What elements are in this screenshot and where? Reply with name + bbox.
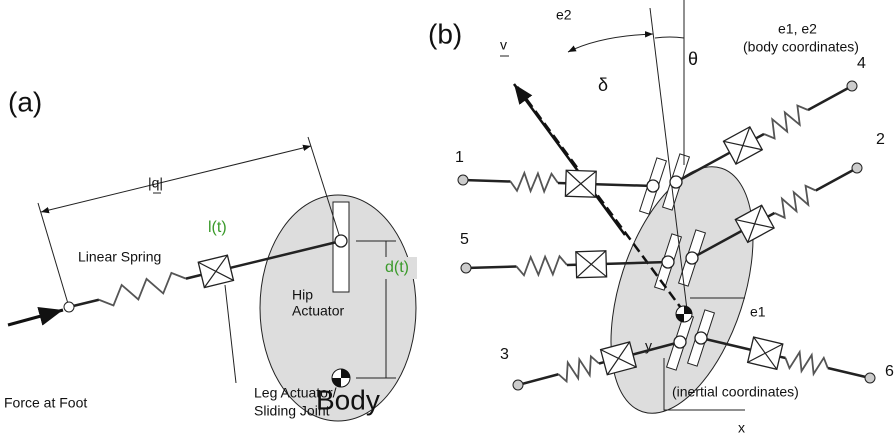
actuator-box: [197, 254, 235, 289]
v-label: v: [500, 37, 507, 53]
force-arrow: [7, 307, 64, 327]
leg-segment: [700, 336, 751, 351]
box-cross: [575, 250, 607, 279]
leg-segment: [465, 265, 517, 270]
spring: [774, 184, 817, 220]
body-label: Body: [316, 384, 380, 415]
spring: [509, 170, 559, 195]
e2-label: e2: [556, 7, 572, 23]
leg-segment: [632, 340, 681, 356]
foot: [864, 372, 876, 384]
panel-label: (a): [8, 86, 42, 117]
leg-segment: [462, 178, 511, 183]
box-cross: [723, 126, 763, 165]
panel-label: (b): [428, 18, 462, 49]
com-symbol: [675, 305, 693, 323]
force-label: Force at Foot: [4, 395, 87, 411]
spring: [763, 104, 809, 140]
spring: [784, 349, 829, 377]
offset-label: d(t): [385, 259, 409, 276]
joint: [646, 179, 660, 193]
foot: [851, 162, 863, 174]
leg-segment: [691, 229, 743, 260]
leg-segment: [767, 211, 776, 218]
q-label: |q|: [148, 175, 163, 191]
length-label: l(t): [208, 219, 227, 236]
v-dashed: [514, 84, 686, 313]
leg-number: 2: [876, 131, 885, 148]
box-cross: [565, 169, 597, 198]
leader: [224, 284, 237, 384]
leg-number: 6: [885, 363, 894, 380]
joint: [685, 251, 699, 265]
joint: [694, 331, 708, 345]
actuator-box: [722, 126, 764, 165]
delta-arc: [567, 31, 654, 53]
foot: [457, 174, 469, 186]
actuator-box: [746, 336, 784, 371]
foot: [846, 80, 858, 92]
spring: [557, 354, 600, 384]
hip-label: Hip: [292, 287, 313, 303]
dim-line: [40, 144, 312, 214]
leg-number: 5: [460, 231, 469, 248]
inertial-axes: [663, 358, 745, 411]
joint: [669, 175, 683, 189]
x-label: x: [738, 420, 745, 435]
spring: [515, 254, 568, 278]
foot: [63, 301, 75, 313]
actuator-box: [734, 204, 775, 244]
actuator-box: [599, 341, 638, 376]
e2-axis: [649, 7, 689, 319]
theta-arc: [654, 36, 685, 39]
foot: [512, 379, 524, 391]
leg-label: Leg Actuator/: [254, 385, 337, 401]
com-symbol: [331, 368, 351, 388]
leg-segment: [230, 239, 342, 270]
foot: [460, 262, 472, 274]
label-bg: [383, 257, 417, 279]
dim-ext: [37, 202, 70, 308]
v-arrow: [512, 83, 627, 236]
delta: δ: [598, 75, 608, 95]
leg-segment: [755, 132, 765, 140]
leg-segment: [815, 166, 858, 192]
joint: [334, 234, 348, 248]
box-cross: [197, 254, 234, 288]
leg-segment: [598, 360, 605, 365]
leg-segment: [606, 260, 669, 266]
body-axes-label: (body coordinates): [743, 39, 859, 55]
hip-label: Actuator: [292, 303, 344, 319]
leg-segment: [517, 373, 559, 387]
spring-label: Linear Spring: [78, 249, 161, 265]
leg-segment: [807, 84, 853, 112]
joint: [661, 255, 675, 269]
leg-segment: [675, 151, 731, 184]
leg-label: Sliding Joint: [254, 403, 330, 419]
spring: [98, 271, 187, 307]
e1-label: e1: [750, 304, 766, 320]
leg-number: 3: [500, 346, 509, 363]
y-label: y: [645, 338, 652, 354]
theta: θ: [688, 49, 698, 69]
leg-segment: [779, 355, 786, 360]
actuator-box: [564, 169, 597, 198]
box-cross: [735, 204, 775, 243]
box-cross: [600, 341, 637, 376]
actuator-box: [575, 250, 608, 279]
leg-segment: [185, 273, 202, 280]
dim-ext: [307, 136, 342, 242]
body-axes-label: e1, e2: [778, 21, 817, 37]
box-cross: [747, 336, 784, 370]
leg-segment: [827, 366, 871, 380]
leg-number: 1: [455, 149, 464, 166]
inertial-label: (inertial coordinates): [672, 384, 799, 400]
leg-segment: [595, 182, 654, 188]
joint: [673, 335, 687, 349]
leg-number: 4: [857, 55, 866, 72]
